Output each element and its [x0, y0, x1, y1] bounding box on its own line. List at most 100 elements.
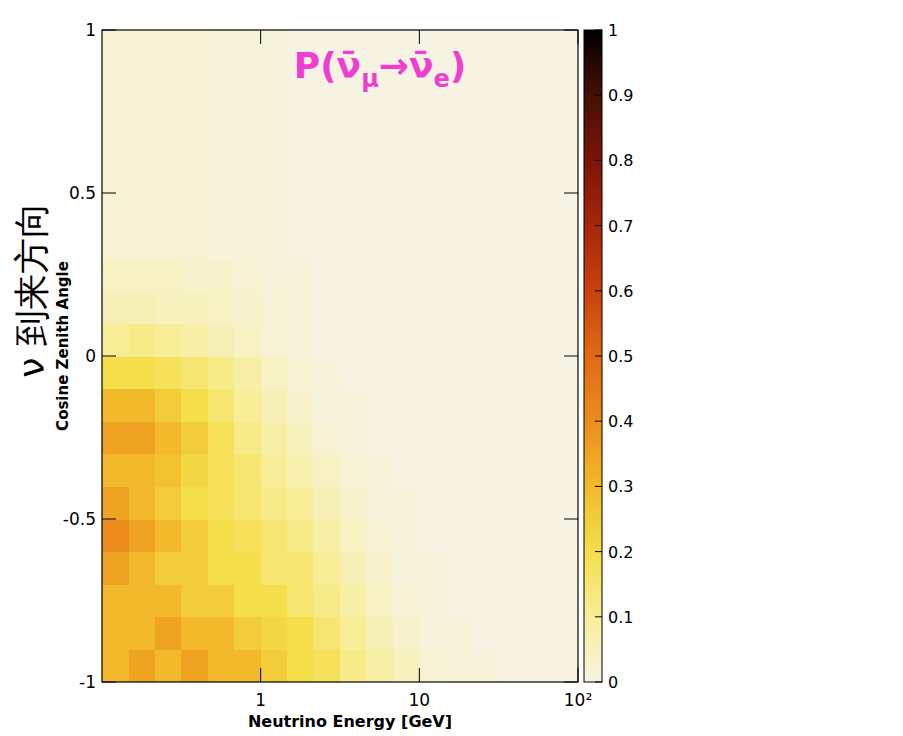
colorbar-tick	[595, 30, 602, 31]
heatmap-cell	[313, 226, 340, 259]
heatmap-cell	[366, 291, 393, 324]
heatmap-cell	[234, 193, 261, 226]
heatmap-cell	[129, 617, 156, 650]
heatmap-cell	[499, 63, 526, 96]
heatmap-cell	[287, 193, 314, 226]
x-tick	[419, 668, 420, 682]
heatmap-cell	[155, 454, 182, 487]
heatmap-cell	[499, 519, 526, 552]
heatmap-cell	[181, 454, 208, 487]
heatmap-cell	[287, 617, 314, 650]
heatmap-cell	[181, 63, 208, 96]
heatmap-cell	[340, 584, 367, 617]
y-tick-right	[564, 356, 578, 357]
heatmap-cell	[393, 617, 420, 650]
heatmap-cell	[446, 617, 473, 650]
heatmap-cell	[234, 226, 261, 259]
heatmap-cell	[552, 649, 578, 682]
colorbar-tick	[595, 290, 602, 291]
heatmap-cell	[102, 63, 129, 96]
heatmap-cell	[155, 95, 182, 128]
x-tick-top	[578, 30, 579, 44]
heatmap-cell	[102, 356, 129, 389]
heatmap-cell	[419, 323, 446, 356]
heatmap-cell	[366, 617, 393, 650]
heatmap-cell	[525, 30, 552, 63]
x-tick-label: 10²	[564, 690, 592, 710]
heatmap-cell	[419, 486, 446, 519]
x-tick-top	[260, 30, 261, 44]
heatmap-cell	[234, 95, 261, 128]
heatmap-cell	[129, 356, 156, 389]
heatmap-cell	[499, 454, 526, 487]
heatmap-cell	[366, 258, 393, 291]
heatmap-cell	[155, 323, 182, 356]
heatmap-cell	[552, 63, 578, 96]
heatmap-cell	[234, 160, 261, 193]
heatmap-cell	[129, 552, 156, 585]
heatmap-cell	[261, 95, 288, 128]
heatmap-cell	[261, 356, 288, 389]
heatmap-cell	[313, 160, 340, 193]
heatmap-cell	[340, 389, 367, 422]
heatmap-cell	[499, 617, 526, 650]
heatmap-cell	[499, 160, 526, 193]
heatmap-cell	[419, 421, 446, 454]
heatmap-cell	[499, 486, 526, 519]
heatmap-cell	[261, 193, 288, 226]
heatmap-cell	[393, 291, 420, 324]
heatmap-cell	[393, 584, 420, 617]
heatmap-cell	[155, 226, 182, 259]
heatmap-cell	[525, 617, 552, 650]
heatmap-cell	[208, 389, 235, 422]
heatmap-cell	[181, 128, 208, 161]
heatmap-cell	[102, 226, 129, 259]
x-tick-label: 1	[255, 690, 266, 710]
heatmap-cell	[129, 323, 156, 356]
heatmap-cell	[313, 291, 340, 324]
heatmap-cell	[181, 30, 208, 63]
heatmap-cell	[313, 95, 340, 128]
heatmap-cell	[393, 160, 420, 193]
heatmap-cell	[181, 649, 208, 682]
heatmap-cell	[393, 649, 420, 682]
heatmap-cell	[499, 291, 526, 324]
heatmap-cell	[181, 389, 208, 422]
title: P(ν̄μ→ν̄e)	[294, 45, 466, 93]
heatmap-cell	[155, 617, 182, 650]
heatmap-cell	[208, 291, 235, 324]
heatmap-cell	[525, 486, 552, 519]
heatmap-cell	[340, 649, 367, 682]
heatmap-cell	[234, 649, 261, 682]
heatmap-cell	[181, 617, 208, 650]
heatmap-cell	[261, 389, 288, 422]
y-tick-label: 0.5	[69, 183, 96, 203]
heatmap-cell	[313, 421, 340, 454]
heatmap-cell	[446, 356, 473, 389]
heatmap-cell	[155, 258, 182, 291]
colorbar-tick-label: 0.7	[608, 217, 633, 236]
heatmap-cell	[499, 226, 526, 259]
heatmap-cell	[102, 193, 129, 226]
heatmap-cell	[525, 356, 552, 389]
heatmap-cell	[102, 389, 129, 422]
heatmap-cell	[181, 95, 208, 128]
heatmap-cell	[313, 258, 340, 291]
heatmap-cell	[499, 95, 526, 128]
heatmap-cell	[525, 160, 552, 193]
heatmap-cell	[287, 258, 314, 291]
heatmap-cell	[446, 323, 473, 356]
heatmap-cell	[208, 454, 235, 487]
heatmap-cell	[155, 584, 182, 617]
heatmap-cell	[208, 30, 235, 63]
heatmap-cell	[366, 226, 393, 259]
heatmap-cell	[393, 389, 420, 422]
heatmap-cell	[366, 486, 393, 519]
heatmap-cell	[129, 486, 156, 519]
colorbar-tick-label: 0.8	[608, 151, 633, 170]
heatmap-cell	[208, 617, 235, 650]
heatmap-cell	[102, 30, 129, 63]
heatmap-cell	[208, 552, 235, 585]
y-tick-right	[564, 30, 578, 31]
heatmap-cell	[313, 584, 340, 617]
